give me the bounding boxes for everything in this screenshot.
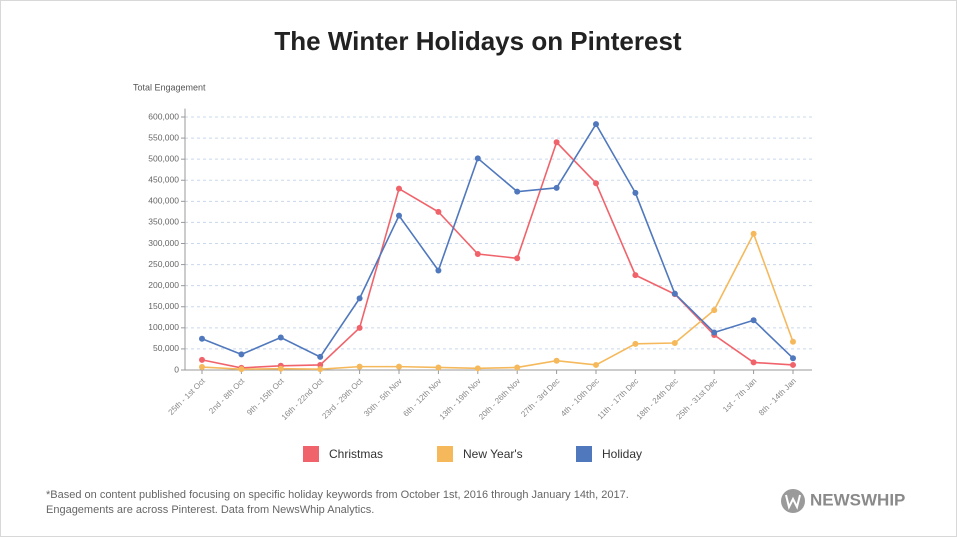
data-point [514, 364, 521, 371]
y-tick-label: 100,000 [148, 322, 179, 332]
data-point [750, 359, 757, 366]
data-point [396, 185, 402, 192]
brand: NEWSWHIP [810, 490, 905, 509]
brand-icon-mark [785, 494, 801, 510]
data-point [317, 361, 324, 368]
y-tick-label: 300,000 [148, 238, 179, 248]
y-tick-label: 600,000 [148, 111, 179, 121]
data-point [435, 364, 442, 371]
data-point [671, 290, 678, 297]
footnote: *Based on content published focusing on … [46, 489, 629, 501]
y-tick-label: 250,000 [148, 259, 179, 269]
data-point [356, 295, 363, 302]
data-point [514, 255, 521, 262]
data-point [711, 329, 718, 336]
y-tick-label: 550,000 [148, 132, 179, 142]
data-point [632, 340, 639, 347]
data-point [593, 180, 599, 187]
y-tick-label: 150,000 [148, 301, 179, 311]
legend-swatch [576, 446, 592, 462]
data-point [277, 334, 284, 341]
data-point [790, 361, 796, 368]
data-point [199, 356, 205, 363]
data-point [317, 366, 324, 373]
data-point [199, 335, 205, 342]
data-point [593, 121, 599, 128]
legend-label: New Year's [463, 447, 523, 461]
y-tick-label: 500,000 [148, 153, 179, 163]
data-point [553, 184, 560, 191]
data-point [711, 307, 718, 314]
data-point [435, 208, 442, 215]
data-point [238, 366, 245, 373]
data-point [474, 155, 481, 162]
data-point [474, 251, 481, 258]
data-point [750, 230, 757, 237]
legend-swatch [437, 446, 453, 462]
legend-label: Holiday [602, 447, 642, 461]
legend-swatch [303, 446, 319, 462]
data-point [199, 364, 205, 371]
y-tick-label: 400,000 [148, 196, 179, 206]
data-point [317, 353, 324, 360]
data-point [474, 365, 481, 372]
data-point [396, 363, 402, 370]
data-point [553, 357, 560, 364]
data-point [238, 351, 245, 358]
series-line [201, 140, 794, 369]
series-line [201, 231, 794, 370]
data-point [632, 189, 639, 196]
data-point [277, 365, 284, 372]
y-tick-label: 50,000 [153, 343, 179, 353]
data-point [435, 267, 442, 274]
y-tick-label: 450,000 [148, 175, 179, 185]
y-tick-label: 350,000 [148, 217, 179, 227]
y-axis-label: Total Engagement [133, 82, 206, 92]
data-point [396, 212, 402, 219]
data-point [514, 188, 521, 195]
data-point [553, 139, 560, 146]
data-point [632, 272, 639, 279]
data-point [356, 363, 363, 370]
data-point [671, 340, 678, 347]
data-point [356, 324, 363, 331]
chart-title: The Winter Holidays on Pinterest [274, 26, 682, 56]
series-line [201, 122, 794, 359]
data-point [790, 355, 796, 362]
data-point [593, 361, 599, 368]
y-tick-label: 0 [174, 364, 179, 374]
y-tick-label: 200,000 [148, 280, 179, 290]
data-point [750, 317, 757, 324]
footnote: Engagements are across Pinterest. Data f… [46, 504, 374, 516]
data-point [790, 338, 796, 345]
legend-label: Christmas [329, 447, 383, 461]
